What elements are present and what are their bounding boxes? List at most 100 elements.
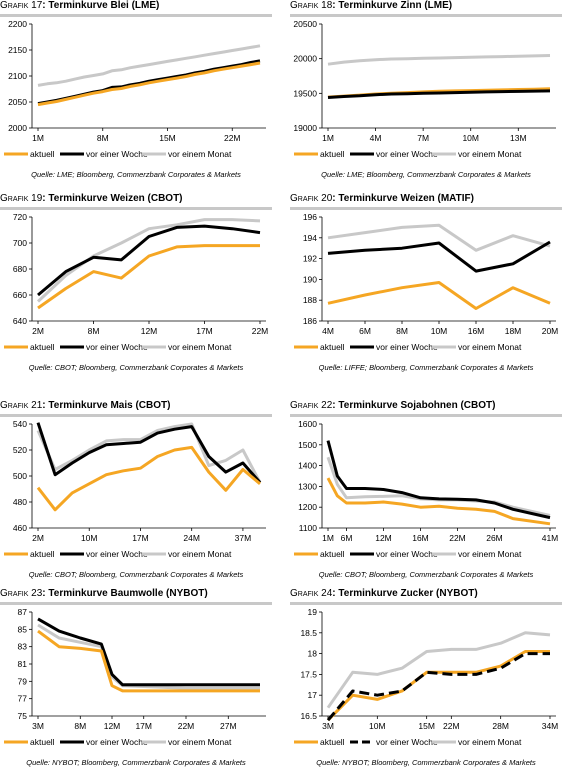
x-tick-label: 3M — [32, 721, 44, 731]
x-tick-label: 20M — [542, 326, 559, 336]
title-rule — [0, 602, 272, 605]
y-tick-label: 460 — [13, 523, 27, 533]
x-tick-label: 10M — [369, 721, 386, 731]
chart-title-prefix: Grafik 20 — [290, 193, 333, 204]
y-tick-label: 520 — [13, 445, 27, 455]
x-tick-label: 27M — [220, 721, 237, 731]
chart-svg: 460 480 500 520 540 2M 10M 17M 24M 37M aktuell vor … — [4, 419, 266, 559]
series-line-aktuell — [36, 445, 261, 512]
chart-title-text: : Terminkurve Sojabohnen (CBOT) — [332, 400, 496, 411]
legend-label-woche: vor einer Woche — [86, 149, 148, 159]
x-tick-label: 28M — [492, 721, 509, 731]
series-line-monat — [37, 44, 261, 87]
x-tick-label: 8M — [88, 326, 100, 336]
series-line-aktuell — [37, 244, 260, 310]
chart-title-prefix: Grafik 23 — [0, 588, 43, 599]
x-tick-label: 22M — [178, 721, 195, 731]
y-tick-label: 1300 — [298, 481, 317, 491]
legend-label-woche: vor einer Woche — [86, 342, 148, 352]
x-tick-label: 4M — [322, 326, 334, 336]
chart-svg: 640 660 680 700 720 2M 8M 12M 17M 22M aktuell vor e… — [4, 212, 268, 352]
chart-svg: 75 77 79 81 83 85 87 3M 8M 12M 17M 22M 27M aktuell vor… — [4, 607, 266, 747]
legend-label-woche: vor einer Woche — [376, 342, 438, 352]
chart-title: Grafik 18: Terminkurve Zinn (LME) — [290, 0, 452, 11]
series-line-woche — [326, 652, 550, 722]
x-tick-label: 34M — [542, 721, 559, 731]
y-tick-label: 20500 — [293, 19, 317, 29]
chart-title-prefix: Grafik 18 — [290, 0, 333, 11]
y-tick-label: 186 — [303, 316, 317, 326]
y-tick-label: 2200 — [8, 19, 27, 29]
chart-title-text: : Terminkurve Zucker (NYBOT) — [332, 588, 478, 599]
x-tick-label: 3M — [322, 721, 334, 731]
legend-label-monat: vor einem Monat — [458, 342, 522, 352]
series-line-aktuell — [326, 477, 551, 526]
series-line-monat — [36, 422, 262, 484]
y-tick-label: 17 — [308, 690, 318, 700]
title-rule — [0, 207, 272, 210]
y-tick-label: 192 — [303, 254, 317, 264]
y-tick-label: 2000 — [8, 123, 27, 133]
y-tick-label: 2150 — [8, 45, 27, 55]
series-line-monat — [327, 223, 551, 252]
x-tick-label: 15M — [159, 133, 176, 143]
chart-panel-blei: Grafik 17: Terminkurve Blei (LME) 2000 205… — [0, 0, 272, 190]
x-tick-label: 16M — [412, 533, 429, 543]
chart-title: Grafik 19: Terminkurve Weizen (CBOT) — [0, 193, 183, 204]
x-tick-label: 8M — [97, 133, 109, 143]
series-line-aktuell — [326, 650, 550, 722]
y-tick-label: 87 — [18, 607, 28, 617]
x-tick-label: 8M — [74, 721, 86, 731]
y-tick-label: 540 — [13, 419, 27, 429]
chart-title-text: : Terminkurve Weizen (CBOT) — [42, 193, 183, 204]
chart-svg: 186 188 190 192 194 196 4M 6M 8M 10M 16M 18M 20M aktu… — [294, 212, 559, 352]
x-tick-label: 37M — [235, 533, 252, 543]
series-line-aktuell — [37, 629, 260, 693]
x-tick-label: 4M — [370, 133, 382, 143]
legend-label-woche: vor einer Woche — [376, 549, 438, 559]
y-tick-label: 1400 — [298, 461, 317, 471]
y-tick-label: 196 — [303, 212, 317, 222]
chart-title-prefix: Grafik 17 — [0, 0, 43, 11]
chart-title: Grafik 20: Terminkurve Weizen (MATIF) — [290, 193, 474, 204]
x-tick-label: 12M — [104, 721, 121, 731]
y-tick-label: 85 — [18, 624, 28, 634]
y-tick-label: 18.5 — [300, 628, 317, 638]
legend-label-aktuell: aktuell — [320, 737, 345, 747]
x-tick-label: 12M — [141, 326, 158, 336]
y-tick-label: 680 — [13, 264, 27, 274]
x-tick-label: 18M — [505, 326, 522, 336]
legend-label-monat: vor einem Monat — [168, 149, 232, 159]
legend-label-woche: vor einer Woche — [86, 549, 148, 559]
y-tick-label: 188 — [303, 295, 317, 305]
x-tick-label: 2M — [32, 326, 44, 336]
y-tick-label: 720 — [13, 212, 27, 222]
x-tick-label: 2M — [32, 533, 44, 543]
x-tick-label: 41M — [542, 533, 559, 543]
title-rule — [0, 14, 272, 17]
title-rule — [290, 207, 562, 210]
series-line-aktuell — [327, 281, 551, 310]
chart-panel-weizen-cbot: Grafik 19: Terminkurve Weizen (CBOT) 640 6… — [0, 193, 272, 383]
chart-title: Grafik 23: Terminkurve Baumwolle (NYBOT) — [0, 588, 208, 599]
y-tick-label: 75 — [18, 711, 28, 721]
x-tick-label: 6M — [359, 326, 371, 336]
x-tick-label: 15M — [418, 721, 435, 731]
chart-source: Quelle: LIFFE; Bloomberg, Commerzbank Co… — [318, 363, 534, 372]
y-tick-label: 500 — [13, 471, 27, 481]
y-tick-label: 190 — [303, 274, 317, 284]
legend-label-aktuell: aktuell — [320, 549, 345, 559]
y-tick-label: 1500 — [298, 440, 317, 450]
x-tick-label: 24M — [183, 533, 200, 543]
series-line-monat — [36, 218, 261, 303]
x-tick-label: 6M — [341, 533, 353, 543]
y-tick-label: 19000 — [293, 123, 317, 133]
series-line-woche — [327, 89, 551, 99]
y-tick-label: 19500 — [293, 88, 317, 98]
y-tick-label: 19 — [308, 607, 318, 617]
chart-title-prefix: Grafik 19 — [0, 193, 43, 204]
chart-title-prefix: Grafik 21 — [0, 400, 43, 411]
y-tick-label: 480 — [13, 497, 27, 507]
legend-label-monat: vor einem Monat — [168, 342, 232, 352]
chart-source: Quelle: CBOT; Bloomberg, Commerzbank Cor… — [318, 570, 534, 579]
